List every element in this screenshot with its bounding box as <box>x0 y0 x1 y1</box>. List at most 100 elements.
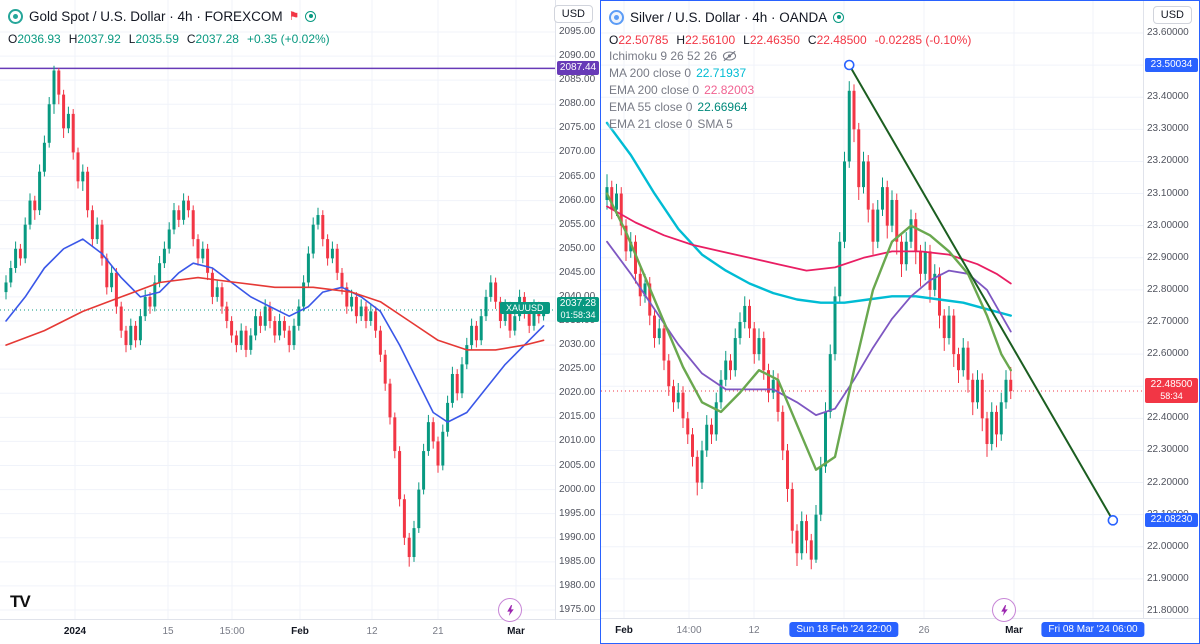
time-tick: 26 <box>918 625 930 636</box>
price-tick: 2000.00 <box>559 483 596 495</box>
change-value: -0.02285 (-0.10%) <box>874 32 972 47</box>
silver-price-axis[interactable]: 23.6000023.5000023.4000023.3000023.20000… <box>1143 1 1199 619</box>
indicator-label[interactable]: Ichimoku 9 26 52 26 <box>609 48 718 63</box>
ma200-line[interactable] <box>605 121 1012 317</box>
price-level-label: 22.08230 <box>1145 513 1198 528</box>
currency-usd-button[interactable]: USD <box>1152 6 1192 24</box>
price-tick: 2070.00 <box>559 146 596 158</box>
indicator-value: 22.71937 <box>696 65 747 80</box>
open-value: 22.50785 <box>618 32 669 47</box>
silver-chart-svg <box>601 1 1144 619</box>
indicator-row-ma200[interactable]: MA 200 close 0 22.71937 <box>609 64 971 81</box>
price-tick: 2015.00 <box>559 411 596 423</box>
indicator-label[interactable]: EMA 200 close 0 <box>609 82 700 97</box>
descending-trendline[interactable] <box>848 64 1114 521</box>
price-tick: 22.80000 <box>1147 283 1189 295</box>
tradingview-logo[interactable]: TV <box>10 592 31 611</box>
price-tick: 1985.00 <box>559 555 596 567</box>
price-tick: 2030.00 <box>559 339 596 351</box>
price-tick: 2065.00 <box>559 170 596 182</box>
time-tick: 2024 <box>63 626 87 637</box>
eye-off-icon[interactable] <box>722 50 737 62</box>
price-tick: 1975.00 <box>559 604 596 615</box>
silver-chart-plot[interactable] <box>601 1 1144 619</box>
ema200-line[interactable] <box>606 205 1012 285</box>
price-line-symbol-tag: XAUUSD <box>500 302 550 315</box>
price-tick: 23.20000 <box>1147 155 1189 167</box>
high-value: 2037.92 <box>77 31 121 46</box>
indicator-label-sma[interactable]: SMA 5 <box>697 116 733 131</box>
time-tick: 12 <box>748 625 760 636</box>
time-tick: 12 <box>366 626 378 637</box>
indicator-value: 22.66964 <box>697 99 748 114</box>
ema55-line[interactable] <box>606 240 1012 417</box>
indicator-row-ema55[interactable]: EMA 55 close 0 22.66964 <box>609 98 971 115</box>
price-tick: 2075.00 <box>559 122 596 134</box>
gold-chart-plot[interactable]: XAUUSD <box>0 0 556 620</box>
open-label: O <box>8 31 18 46</box>
time-tick: Mar <box>507 626 525 637</box>
price-tick: 22.20000 <box>1147 476 1189 488</box>
trendline-anchor[interactable] <box>843 59 855 71</box>
price-tick: 2020.00 <box>559 387 596 399</box>
gold-time-axis[interactable]: 2024 15 15:00 Feb 12 21 Mar <box>0 619 600 644</box>
trendline-date-label: Fri 08 Mar '24 06:00 <box>1041 622 1145 637</box>
price-tick: 22.70000 <box>1147 316 1189 327</box>
price-tick: 23.60000 <box>1147 27 1189 38</box>
silver-chart-panel: 23.6000023.5000023.4000023.3000023.20000… <box>600 0 1200 644</box>
price-tick: 2060.00 <box>559 194 596 206</box>
ema21-line[interactable] <box>605 192 1012 471</box>
price-tick: 2055.00 <box>559 218 596 230</box>
time-tick: Mar <box>1005 625 1023 636</box>
gold-legend: Gold Spot / U.S. Dollar · 4h · FOREXCOM … <box>8 6 330 46</box>
currency-usd-button[interactable]: USD <box>553 5 593 23</box>
gold-price-axis[interactable]: 2095.00 2090.00 2085.00 2080.00 2075.00 2070.… <box>555 0 600 620</box>
market-open-status-icon <box>305 10 317 22</box>
gold-ohlc-row: O2036.93 H2037.92 L2035.59 C2037.28 +0.3… <box>8 31 330 46</box>
forexcom-broker-icon: ⚑ <box>288 9 300 23</box>
price-tick: 22.90000 <box>1147 251 1189 263</box>
price-tick: 2040.00 <box>559 291 595 303</box>
indicator-label[interactable]: EMA 55 close 0 <box>609 99 693 114</box>
price-tick: 2010.00 <box>559 435 596 447</box>
price-tick: 22.40000 <box>1147 412 1189 424</box>
price-tick: 2090.00 <box>559 50 596 62</box>
close-label: C <box>186 31 196 46</box>
time-tick: 15:00 <box>219 626 245 637</box>
indicator-label[interactable]: EMA 21 close 0 <box>609 116 693 131</box>
price-tick: 23.10000 <box>1147 187 1189 199</box>
lightning-button[interactable] <box>498 598 522 622</box>
silver-chart-title[interactable]: Silver / U.S. Dollar · 4h · OANDA <box>630 9 828 25</box>
trendline-anchor[interactable] <box>1107 515 1119 526</box>
trendline-date-label: Sun 18 Feb '24 22:00 <box>789 622 899 637</box>
silver-legend: Silver / U.S. Dollar · 4h · OANDA O22.50… <box>609 7 971 132</box>
ma-fast-line[interactable] <box>5 238 545 423</box>
price-tick: 2085.00 <box>559 74 596 86</box>
price-tick: 2025.00 <box>559 363 596 375</box>
close-label: C <box>807 32 817 47</box>
silver-time-axis[interactable]: Feb 14:00 12 26 Mar Sun 18 Feb '24 22:00 Fri 0… <box>601 618 1199 643</box>
last-price-label: 22.48500 58:34 <box>1145 378 1198 404</box>
lightning-icon <box>506 604 514 616</box>
price-tick: 23.00000 <box>1147 219 1189 231</box>
high-value: 22.56100 <box>685 32 736 47</box>
indicator-row-ichimoku[interactable]: Ichimoku 9 26 52 26 <box>609 47 971 64</box>
indicator-row-ema200[interactable]: EMA 200 close 0 22.82003 <box>609 81 971 98</box>
time-tick: 15 <box>162 626 174 637</box>
last-price-label: 2037.28 01:58:34 <box>557 297 599 323</box>
price-tick: 1980.00 <box>559 579 596 591</box>
lightning-button[interactable] <box>992 598 1016 622</box>
gold-chart-title[interactable]: Gold Spot / U.S. Dollar · 4h · FOREXCOM <box>29 8 283 24</box>
price-tick: 22.60000 <box>1147 348 1189 360</box>
high-label: H <box>68 31 78 46</box>
price-tick: 1995.00 <box>559 507 596 519</box>
price-tick: 1990.00 <box>559 531 596 543</box>
price-tick: 23.30000 <box>1147 123 1189 135</box>
indicator-label[interactable]: MA 200 close 0 <box>609 65 692 80</box>
indicator-row-ema21[interactable]: EMA 21 close 0 SMA 5 <box>609 115 971 132</box>
low-label: L <box>128 31 136 46</box>
time-tick: 21 <box>432 626 444 637</box>
close-value: 22.48500 <box>816 32 867 47</box>
price-tick: 21.90000 <box>1147 572 1189 584</box>
ma-slow-line[interactable] <box>5 276 545 351</box>
